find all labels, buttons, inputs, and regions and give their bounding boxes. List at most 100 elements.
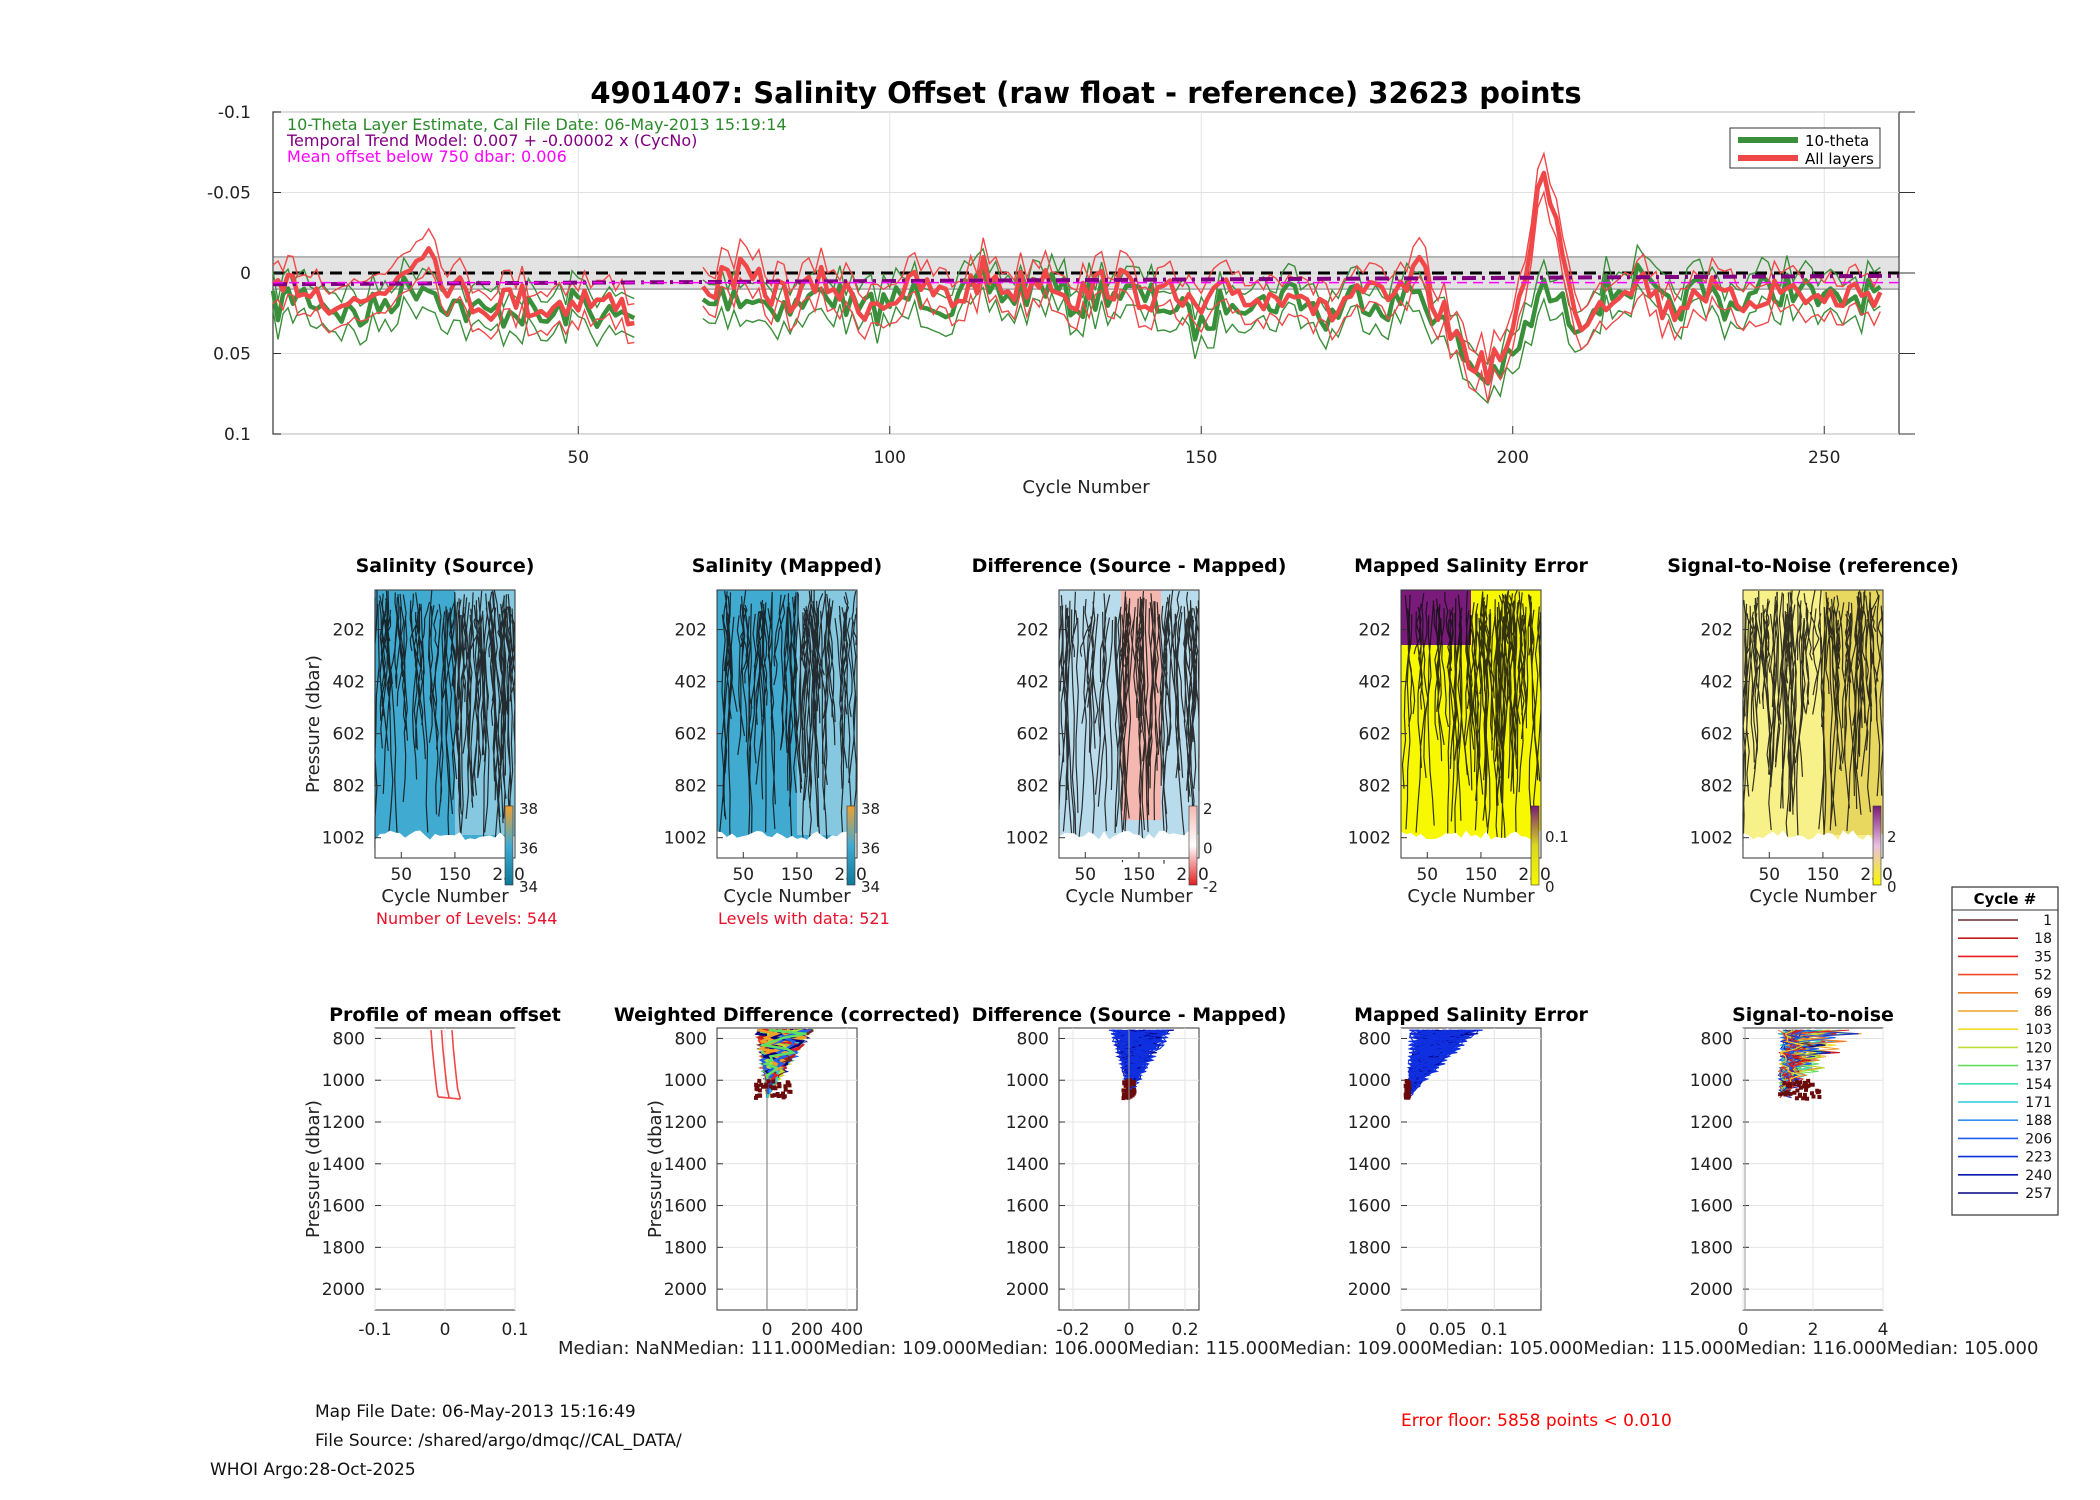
profile-deep-points: [1778, 1078, 1822, 1101]
profile-frame: [716, 1027, 858, 1311]
profile-y-tick-label: 800: [1017, 1029, 1049, 1049]
difference-profile-panel: Difference (Source - Mapped) -0.2 0 0.2 800 1…: [972, 1004, 1287, 1340]
colorbar-tick-label: 36: [861, 840, 880, 858]
profile-y-tick-label: 1200: [664, 1113, 707, 1133]
heatmap-y-tick-label: 602: [675, 725, 707, 745]
heatmap-y-tick-label: 202: [1701, 621, 1733, 641]
cycle-legend-label: 103: [2025, 1022, 2052, 1038]
profile-trace: [758, 1028, 807, 1080]
profile-x-tick-label: 0.2: [1171, 1320, 1198, 1340]
legend-theta-label: 10-theta: [1805, 132, 1869, 150]
heatmap-x-tick-label: 50: [1074, 865, 1096, 885]
heatmap-y-label: Pressure (dbar): [303, 655, 324, 793]
cycle-legend-label: 18: [2034, 931, 2052, 947]
profile-y-tick-label: 2000: [1348, 1280, 1391, 1300]
profile-trace: [1780, 1029, 1836, 1080]
median-row: Median: NaNMedian: 111.000Median: 109.00…: [558, 1338, 2038, 1359]
heatmap-y-tick-label: 402: [675, 673, 707, 693]
heatmap-y-tick-label: 202: [1359, 621, 1391, 641]
heatmap-x-tick-label: 50: [1416, 865, 1438, 885]
heatmap-frame: [1400, 589, 1542, 859]
heatmap-x-tick-label: 150: [781, 865, 813, 885]
mapped-error-map-panel: Mapped Salinity Error 202 402 602 802 1002 50 1…: [1348, 555, 1589, 907]
main-y-tick-label: 0: [240, 264, 251, 284]
profile-mean-offset-bottom: [437, 1096, 461, 1100]
main-series-group: [270, 151, 1900, 405]
main-x-tick-label: 200: [1497, 448, 1529, 468]
profile-trace: [1409, 1029, 1460, 1080]
profile-trace: [1779, 1029, 1801, 1099]
heatmap-frame: [716, 589, 858, 859]
heatmap-y-tick-label: 402: [1359, 673, 1391, 693]
colorbar: [1530, 805, 1540, 886]
colorbar-tick-label: 36: [519, 840, 538, 858]
cycle-legend-label: 188: [2025, 1113, 2052, 1129]
heatmap-x-label: Cycle Number: [1749, 886, 1877, 907]
colorbar: [504, 805, 514, 886]
profile-y-tick-label: 1000: [1348, 1071, 1391, 1091]
profile-trace: [1410, 1029, 1469, 1095]
heatmap-y-tick-label: 802: [333, 777, 365, 797]
profile-y-tick-label: 1800: [1690, 1238, 1733, 1258]
heatmap-title: Mapped Salinity Error: [1354, 555, 1588, 577]
colorbar: [846, 805, 856, 886]
profile-trace: [1780, 1029, 1801, 1087]
heatmap-frame: [1058, 589, 1200, 859]
profile-trace: [1408, 1029, 1452, 1076]
profile-y-tick-label: 1600: [1006, 1197, 1049, 1217]
profile-y-tick-label: 1200: [322, 1113, 365, 1133]
profile-y-label: Pressure (dbar): [303, 1100, 324, 1238]
heatmap-y-tick-label: 1002: [1006, 829, 1049, 849]
profile-x-tick-label: 200: [791, 1320, 823, 1340]
heatmap-y-tick-label: 602: [333, 725, 365, 745]
main-y-tick-label: 0.1: [224, 425, 251, 445]
profile-y-tick-label: 1800: [664, 1238, 707, 1258]
whoi-argo-stamp: WHOI Argo:28-Oct-2025: [210, 1460, 416, 1480]
profile-y-tick-label: 1200: [1690, 1113, 1733, 1133]
main-annotation-theta: 10-Theta Layer Estimate, Cal File Date: …: [287, 115, 787, 134]
heatmap-y-tick-label: 202: [1017, 621, 1049, 641]
main-x-tick-label: 250: [1808, 448, 1840, 468]
error-floor-note: Error floor: 5858 points < 0.010: [1401, 1411, 1672, 1431]
difference-map-panel: Difference (Source - Mapped) 202 402 602 802…: [972, 555, 1287, 907]
snr-profile-panel: Signal-to-noise 0 2 4 800 1000 1200 1400 1600 180…: [1690, 1004, 1894, 1340]
heatmap-title: Salinity (Source): [356, 555, 535, 577]
heatmap-x-tick-label: 50: [1758, 865, 1780, 885]
profile-y-tick-label: 1400: [1348, 1155, 1391, 1175]
profile-y-tick-label: 1800: [1348, 1238, 1391, 1258]
profile-trace: [1117, 1029, 1151, 1087]
profile-x-tick-label: 0: [1396, 1320, 1407, 1340]
profile-deep-points: [1403, 1079, 1412, 1100]
colorbar-tick-label: 0: [1203, 840, 1213, 858]
profile-deep-points: [754, 1078, 793, 1100]
profile-mean-offset-lower: [430, 1030, 439, 1098]
profile-mean-offset-panel: Profile of mean offset -0.1 0 0.1 800 1000 120…: [303, 1004, 561, 1340]
colorbar-tick-label: 34: [519, 878, 538, 896]
profile-title: Difference (Source - Mapped): [972, 1004, 1287, 1026]
profile-trace: [1118, 1029, 1158, 1076]
heatmap-y-tick-label: 802: [1359, 777, 1391, 797]
profile-y-tick-label: 1000: [322, 1071, 365, 1091]
profile-trace: [758, 1029, 798, 1095]
colorbar-tick-label: 0: [1887, 878, 1897, 896]
profile-title: Profile of mean offset: [329, 1004, 561, 1026]
heatmap-data-edge: [1059, 830, 1199, 860]
profile-y-tick-label: 1400: [664, 1155, 707, 1175]
colorbar-tick-label: 0.1: [1545, 828, 1569, 846]
heatmap-y-tick-label: 802: [675, 777, 707, 797]
heatmap-y-tick-label: 1002: [1690, 829, 1733, 849]
main-legend: 10-theta All layers: [1729, 127, 1881, 169]
profile-x-tick-label: 2: [1808, 1320, 1819, 1340]
profile-y-tick-label: 1200: [1348, 1113, 1391, 1133]
series-theta-lower: [272, 282, 1881, 405]
colorbar-tick-label: 2: [1203, 800, 1213, 818]
heatmap-title: Signal-to-Noise (reference): [1667, 555, 1959, 577]
heatmap-y-tick-label: 802: [1017, 777, 1049, 797]
profile-y-tick-label: 1600: [1348, 1197, 1391, 1217]
profile-y-tick-label: 1000: [664, 1071, 707, 1091]
heatmap-contours: [1742, 590, 1884, 853]
profile-trace: [1115, 1029, 1163, 1076]
profile-x-tick-label: 0.1: [1481, 1320, 1508, 1340]
profile-y-label: Pressure (dbar): [645, 1100, 666, 1238]
heatmap-data-edge: [1743, 830, 1883, 860]
